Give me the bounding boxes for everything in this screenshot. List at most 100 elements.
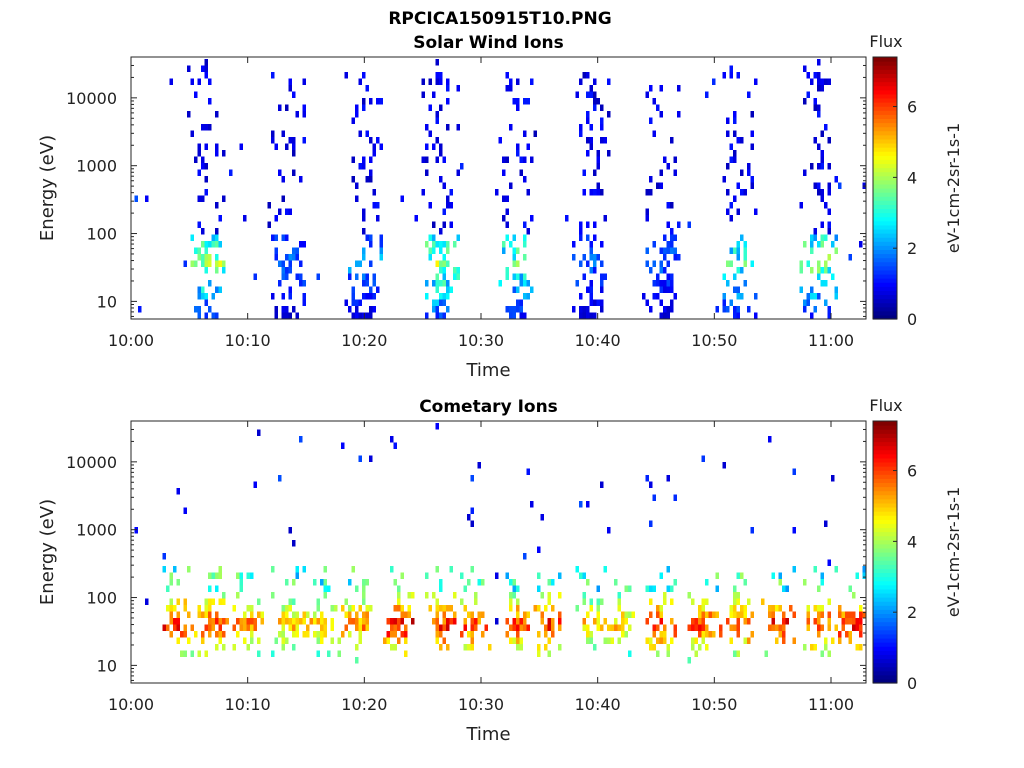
- flux-cell: [446, 618, 450, 625]
- flux-cell: [386, 618, 390, 625]
- flux-cell: [516, 104, 520, 111]
- colorbar-swatch: [873, 580, 897, 586]
- flux-cell: [278, 280, 282, 287]
- flux-cell: [701, 605, 705, 612]
- flux-cell: [278, 208, 282, 215]
- flux-cell: [736, 286, 740, 293]
- flux-cell: [442, 260, 446, 267]
- flux-cell: [281, 624, 285, 631]
- flux-cell: [782, 631, 786, 638]
- flux-cell: [740, 169, 744, 176]
- colorbar-frame: [872, 420, 898, 684]
- flux-cell: [250, 624, 254, 631]
- flux-cell: [733, 650, 737, 657]
- flux-cell: [393, 442, 397, 449]
- flux-cell: [446, 85, 450, 92]
- colorbar-tick-label: 2: [907, 239, 917, 258]
- flux-cell: [600, 260, 604, 267]
- flux-cell: [607, 78, 611, 85]
- flux-cell: [232, 644, 236, 651]
- flux-cell: [743, 241, 747, 248]
- flux-cell: [666, 306, 670, 313]
- flux-cell: [204, 241, 208, 248]
- colorbar-swatch: [873, 597, 897, 602]
- flux-cell: [428, 130, 432, 137]
- flux-cell: [572, 306, 576, 313]
- flux-cell: [211, 598, 215, 605]
- colorbar-swatch: [873, 637, 897, 643]
- flux-cell: [817, 618, 821, 625]
- flux-cell: [600, 624, 604, 631]
- y-tick-label: 10000: [66, 89, 117, 108]
- flux-cell: [512, 247, 516, 254]
- flux-cell: [271, 566, 275, 573]
- flux-cell: [694, 650, 698, 657]
- flux-cell: [670, 228, 674, 235]
- flux-cell: [666, 312, 670, 319]
- flux-cell: [586, 137, 590, 144]
- flux-cell: [208, 598, 212, 605]
- flux-cell: [330, 605, 334, 612]
- flux-cell: [817, 78, 821, 85]
- flux-cell: [726, 130, 730, 137]
- flux-cell: [320, 637, 324, 644]
- colorbar-swatch: [873, 466, 897, 471]
- flux-cell: [666, 273, 670, 280]
- flux-cell: [824, 520, 828, 527]
- flux-cell: [792, 611, 796, 618]
- flux-cell: [281, 611, 285, 618]
- flux-cell: [442, 267, 446, 274]
- colorbar-swatch: [873, 629, 897, 635]
- x-tick-label: 10:30: [458, 695, 504, 714]
- flux-cell: [596, 156, 600, 163]
- flux-cell: [243, 624, 247, 631]
- flux-cell: [320, 579, 324, 586]
- flux-cell: [288, 78, 292, 85]
- colorbar-swatch: [873, 155, 897, 160]
- flux-cell: [432, 91, 436, 98]
- flux-cell: [285, 104, 289, 111]
- flux-cell: [295, 631, 299, 638]
- flux-cell: [250, 572, 254, 579]
- flux-cell: [428, 202, 432, 209]
- flux-cell: [162, 553, 166, 560]
- flux-cell: [778, 579, 782, 586]
- flux-cell: [575, 566, 579, 573]
- flux-cell: [736, 572, 740, 579]
- flux-cell: [586, 111, 590, 118]
- flux-cell: [841, 618, 845, 625]
- flux-cell: [505, 631, 509, 638]
- flux-cell: [295, 312, 299, 319]
- colorbar-swatch: [873, 196, 897, 201]
- flux-cell: [726, 189, 730, 196]
- flux-cell: [736, 293, 740, 300]
- flux-cell: [435, 631, 439, 638]
- flux-cell: [281, 631, 285, 638]
- flux-cell: [845, 611, 849, 618]
- flux-cell: [435, 618, 439, 625]
- flux-cell: [463, 644, 467, 651]
- flux-cell: [467, 631, 471, 638]
- flux-cell: [502, 156, 506, 163]
- flux-cell: [348, 273, 352, 280]
- flux-cell: [222, 267, 226, 274]
- flux-cell: [785, 585, 789, 592]
- colorbar-swatch: [873, 241, 897, 246]
- flux-cell: [446, 260, 450, 267]
- flux-cell: [362, 254, 366, 261]
- flux-cell: [278, 169, 282, 176]
- flux-cell: [803, 98, 807, 105]
- flux-cell: [733, 130, 737, 137]
- flux-cell: [736, 182, 740, 189]
- flux-cell: [449, 221, 453, 228]
- flux-cell: [848, 611, 852, 618]
- flux-cell: [526, 98, 530, 105]
- flux-cell: [302, 78, 306, 85]
- flux-cell: [362, 598, 366, 605]
- flux-cell: [799, 267, 803, 274]
- flux-cell: [369, 98, 373, 105]
- flux-cell: [204, 260, 208, 267]
- flux-cell: [817, 85, 821, 92]
- flux-cell: [754, 78, 758, 85]
- flux-cell: [379, 254, 383, 261]
